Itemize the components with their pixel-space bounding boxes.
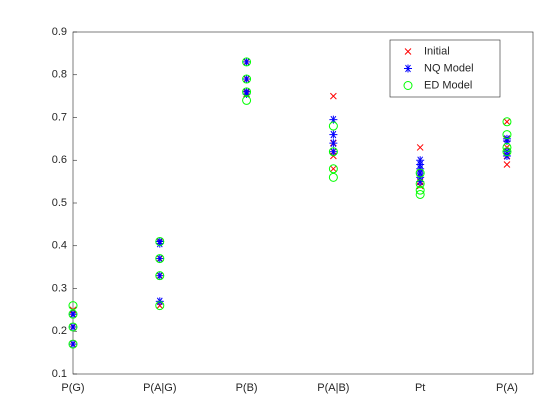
marker	[68, 309, 78, 319]
marker	[416, 144, 424, 151]
y-tick-label: 0.9	[52, 26, 67, 38]
marker	[404, 48, 412, 55]
legend-label: ED Model	[424, 79, 472, 91]
marker	[330, 92, 337, 100]
marker	[155, 254, 165, 264]
marker	[328, 147, 338, 157]
marker	[329, 147, 338, 156]
marker-circle	[415, 179, 425, 189]
x-tick-label: P(B)	[236, 382, 258, 394]
y-tick-label: 0.6	[52, 154, 67, 166]
marker	[155, 236, 165, 246]
marker	[69, 340, 77, 349]
marker-circle	[328, 164, 338, 174]
marker	[155, 239, 164, 248]
marker-circle	[502, 117, 512, 127]
marker-circle	[242, 74, 252, 84]
marker-stroke	[503, 118, 511, 126]
legend-label: NQ Model	[424, 62, 474, 74]
marker	[155, 271, 164, 280]
marker-stroke	[503, 161, 511, 168]
marker-circle	[242, 57, 252, 67]
marker	[502, 130, 512, 140]
x-tick-label: Pt	[415, 382, 425, 394]
marker-circle	[403, 81, 413, 90]
marker	[404, 64, 412, 73]
marker	[415, 168, 425, 178]
marker-circle	[242, 87, 252, 97]
marker	[68, 301, 78, 311]
marker-circle	[155, 236, 165, 246]
x-tick-label: P(A)	[496, 382, 518, 394]
marker	[69, 310, 77, 319]
marker	[68, 339, 78, 349]
marker-circle	[68, 322, 78, 332]
marker	[328, 121, 338, 131]
marker	[328, 172, 338, 182]
marker-circle	[328, 172, 338, 182]
marker	[242, 57, 251, 66]
legend-label: Initial	[424, 45, 450, 57]
marker	[242, 95, 252, 105]
marker	[403, 81, 413, 90]
marker-stroke	[404, 48, 412, 55]
marker	[68, 322, 78, 332]
marker-circle	[242, 95, 252, 105]
y-tick-label: 0.3	[52, 282, 67, 294]
marker	[329, 130, 338, 139]
marker-circle	[328, 121, 338, 131]
marker	[416, 177, 425, 186]
y-tick-label: 0.7	[52, 111, 67, 123]
marker	[502, 142, 512, 152]
marker	[415, 189, 425, 199]
marker	[155, 254, 164, 263]
y-tick-label: 0.5	[52, 197, 67, 209]
marker	[503, 161, 511, 168]
marker	[69, 322, 77, 331]
x-tick-label: P(G)	[61, 382, 84, 394]
y-tick-label: 0.4	[52, 240, 67, 252]
marker-stroke	[330, 165, 337, 173]
marker-circle	[415, 185, 425, 195]
marker	[155, 271, 165, 281]
marker-circle	[155, 301, 165, 311]
marker-circle	[502, 130, 512, 140]
marker-circle	[502, 147, 512, 157]
marker-circle	[155, 254, 165, 264]
marker	[503, 118, 511, 126]
marker	[328, 164, 338, 174]
marker	[242, 75, 251, 84]
marker	[415, 179, 425, 189]
marker	[242, 74, 252, 84]
y-tick-label: 0.8	[52, 69, 67, 81]
marker-circle	[415, 168, 425, 178]
legend: Initial NQ Model ED Model	[389, 39, 501, 98]
marker-circle	[68, 301, 78, 311]
marker	[415, 185, 425, 195]
x-tick-label: P(A|G)	[143, 382, 176, 394]
x-tick-label: P(A|B)	[317, 382, 349, 394]
marker	[502, 117, 512, 127]
marker	[155, 301, 165, 311]
marker-stroke	[416, 144, 424, 151]
marker-circle	[155, 271, 165, 281]
y-tick-label: 0.1	[52, 368, 67, 380]
marker	[330, 165, 337, 173]
marker-circle	[68, 309, 78, 319]
marker	[502, 147, 512, 157]
marker-circle	[328, 147, 338, 157]
marker-circle	[415, 189, 425, 199]
marker-stroke	[330, 92, 337, 100]
marker	[242, 87, 252, 97]
marker	[329, 139, 338, 148]
marker-circle	[68, 339, 78, 349]
marker-circle	[502, 142, 512, 152]
y-tick-label: 0.2	[52, 325, 67, 337]
marker	[242, 57, 252, 67]
